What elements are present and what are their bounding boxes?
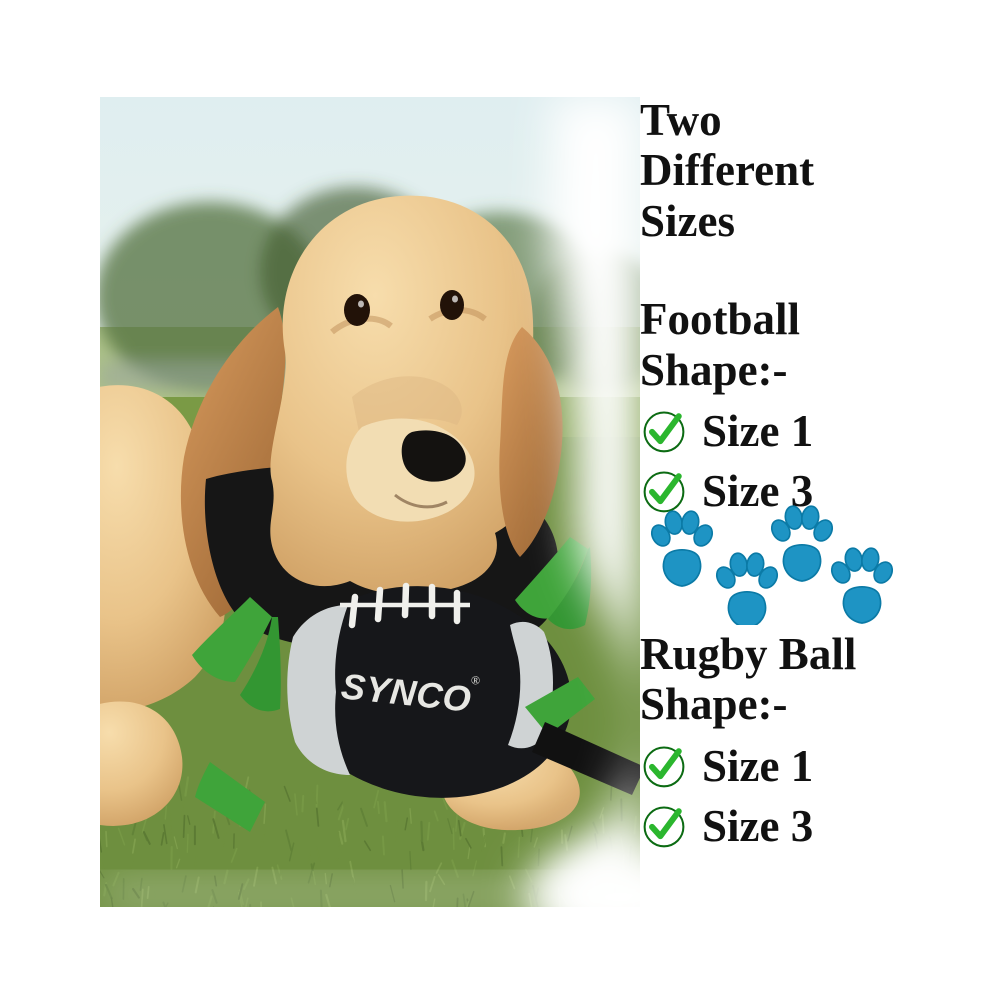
svg-text:®: ® (470, 673, 481, 688)
